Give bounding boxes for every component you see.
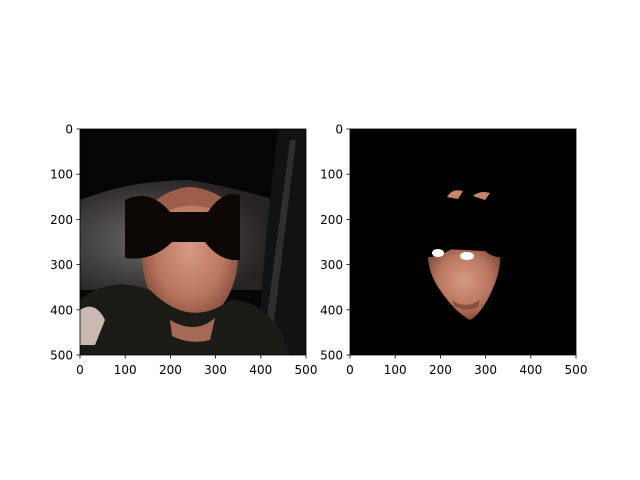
right-photo — [350, 129, 576, 355]
left-photo — [80, 129, 306, 355]
left-axes-frame — [79, 128, 307, 356]
left-x-tick-label: 200 — [159, 363, 182, 377]
right-y-tick-label: 200 — [320, 213, 343, 227]
left-x-tick-label: 500 — [295, 363, 318, 377]
left-y-tick-label: 300 — [50, 258, 73, 272]
left-x-tick-label: 100 — [114, 363, 137, 377]
right-y-tick-label: 0 — [335, 123, 343, 137]
right-y-tick-label: 400 — [320, 303, 343, 317]
right-y-tick-label: 100 — [320, 168, 343, 182]
left-y-tick-label: 200 — [50, 213, 73, 227]
right-image-panel — [349, 128, 577, 356]
left-y-tick-label: 400 — [50, 303, 73, 317]
right-x-tick-label: 0 — [346, 363, 354, 377]
right-x-tick-label: 300 — [474, 363, 497, 377]
right-x-tick-label: 500 — [565, 363, 588, 377]
left-y-tick-label: 0 — [65, 123, 73, 137]
left-x-tick-label: 0 — [76, 363, 84, 377]
right-x-tick-label: 200 — [429, 363, 452, 377]
right-y-tick-label: 300 — [320, 258, 343, 272]
left-y-tick-label: 500 — [50, 349, 73, 363]
right-x-tick-label: 100 — [384, 363, 407, 377]
left-y-tick-label: 100 — [50, 168, 73, 182]
right-y-tick-label: 500 — [320, 349, 343, 363]
right-axes-frame — [349, 128, 577, 356]
left-image-panel — [79, 128, 307, 356]
right-x-tick-label: 400 — [519, 363, 542, 377]
left-x-tick-label: 300 — [204, 363, 227, 377]
left-x-tick-label: 400 — [249, 363, 272, 377]
